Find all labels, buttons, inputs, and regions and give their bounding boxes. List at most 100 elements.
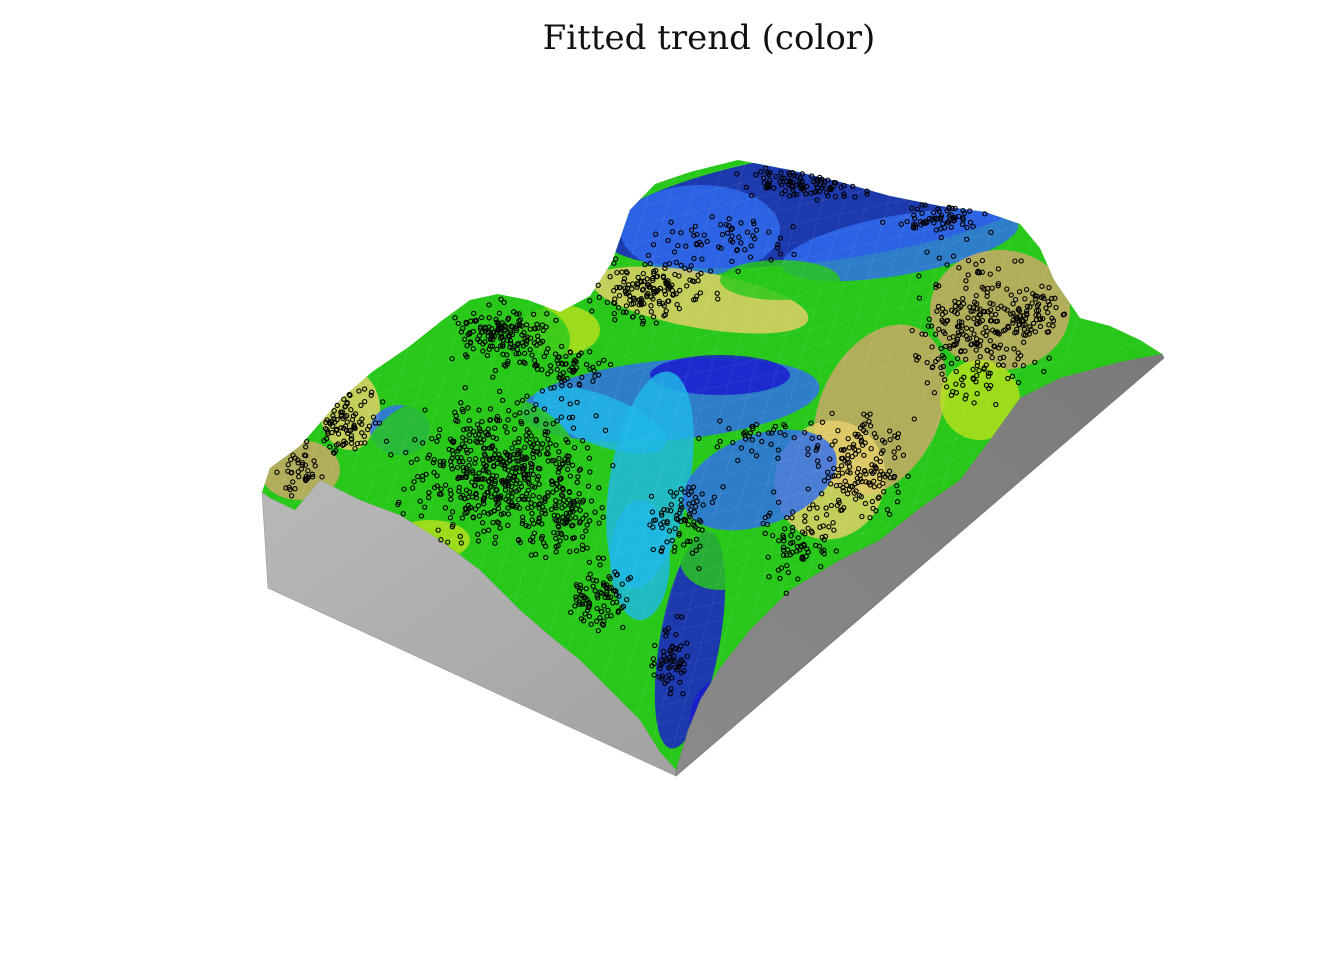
observation-point: [942, 377, 948, 383]
observation-point: [505, 316, 511, 323]
observation-point: [524, 471, 531, 478]
observation-point: [1004, 286, 1010, 292]
observation-point: [511, 426, 518, 432]
observation-point: [491, 463, 497, 469]
observation-point: [470, 346, 476, 352]
observation-point: [981, 286, 987, 292]
observation-point: [586, 455, 593, 461]
observation-point: [442, 505, 449, 511]
observation-point: [420, 440, 426, 446]
observation-point: [765, 554, 771, 560]
observation-point: [305, 468, 311, 474]
observation-point: [545, 445, 551, 451]
observation-point: [463, 474, 469, 481]
observation-point: [557, 538, 563, 544]
observation-point: [960, 382, 966, 388]
observation-point: [503, 496, 509, 503]
observation-point: [555, 513, 561, 519]
observation-point: [422, 504, 428, 510]
observation-point: [786, 193, 793, 199]
observation-point: [880, 219, 886, 225]
observation-point: [987, 271, 993, 277]
observation-point: [495, 320, 502, 326]
observation-point: [790, 179, 796, 185]
observation-point: [753, 453, 760, 459]
observation-point: [493, 486, 499, 492]
observation-point: [754, 421, 760, 428]
observation-point: [981, 365, 987, 371]
observation-point: [822, 533, 829, 540]
observation-point: [659, 512, 665, 518]
observation-point: [287, 486, 293, 493]
observation-point: [473, 438, 479, 444]
observation-point: [587, 298, 593, 304]
observation-point: [564, 466, 571, 473]
observation-point: [640, 270, 646, 277]
observation-point: [939, 311, 946, 318]
observation-point: [775, 241, 781, 248]
observation-point: [494, 519, 500, 525]
observation-point: [782, 432, 788, 438]
observation-point: [729, 225, 735, 232]
observation-point: [684, 538, 691, 544]
observation-point: [551, 384, 557, 391]
observation-point: [816, 188, 823, 195]
observation-point: [1049, 315, 1055, 321]
observation-point: [760, 175, 767, 181]
observation-point: [455, 418, 461, 424]
observation-point: [668, 650, 675, 656]
observation-point: [974, 306, 980, 312]
observation-point: [514, 477, 520, 484]
observation-point: [593, 413, 599, 419]
observation-point: [587, 571, 593, 577]
observation-point: [485, 432, 492, 438]
observation-point: [425, 455, 431, 461]
observation-point: [354, 440, 361, 447]
observation-point: [525, 479, 531, 485]
observation-point: [329, 418, 335, 425]
observation-point: [753, 172, 759, 178]
observation-point: [967, 219, 974, 225]
observation-point: [956, 324, 962, 330]
observation-point: [454, 454, 461, 461]
observation-point: [348, 407, 354, 413]
observation-point: [976, 367, 982, 374]
observation-point: [597, 562, 603, 568]
observation-point: [802, 518, 808, 524]
observation-point: [892, 454, 898, 461]
observation-point: [768, 257, 774, 263]
observation-point: [742, 436, 749, 442]
observation-point: [766, 574, 772, 580]
observation-point: [803, 191, 809, 197]
observation-point: [704, 238, 710, 245]
observation-point: [527, 346, 533, 353]
observation-point: [582, 595, 589, 601]
observation-point: [729, 239, 736, 245]
observation-point: [549, 478, 555, 485]
observation-point: [331, 408, 337, 414]
observation-point: [530, 534, 536, 540]
observation-point: [912, 222, 918, 228]
observation-point: [835, 427, 841, 434]
observation-point: [912, 225, 919, 231]
observation-point: [557, 464, 563, 471]
observation-point: [534, 449, 541, 455]
observation-point: [850, 183, 856, 190]
observation-point: [1016, 321, 1023, 327]
observation-point: [531, 521, 537, 527]
observation-point: [290, 479, 296, 485]
observation-point: [714, 290, 720, 296]
observation-point: [415, 473, 421, 480]
observation-point: [595, 372, 602, 378]
observation-point: [978, 338, 984, 344]
observation-point: [664, 518, 670, 525]
observation-point: [613, 592, 620, 598]
observation-point: [664, 658, 670, 664]
observation-point: [797, 175, 804, 181]
observation-point: [982, 211, 988, 217]
observation-point: [690, 500, 696, 506]
observation-point: [825, 474, 831, 481]
observation-point: [572, 515, 579, 521]
observation-point: [476, 407, 482, 413]
observation-point: [806, 506, 813, 512]
